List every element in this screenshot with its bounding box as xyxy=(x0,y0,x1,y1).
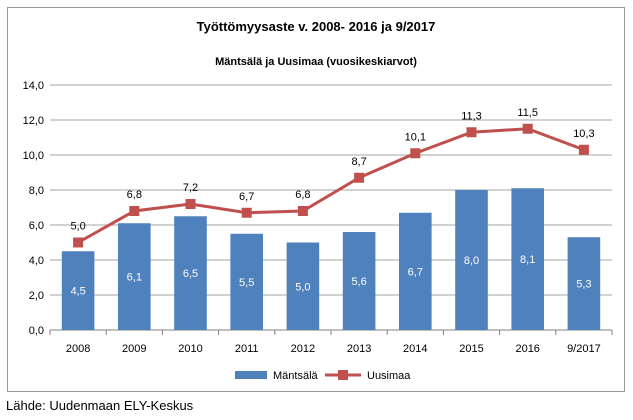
legend-label-uusimaa: Uusimaa xyxy=(367,370,411,382)
line-marker xyxy=(354,172,365,183)
bar xyxy=(399,212,432,330)
line-marker xyxy=(466,127,477,138)
x-tick-label: 2016 xyxy=(515,343,539,355)
line-marker xyxy=(297,206,308,216)
bar-data-label: 8,1 xyxy=(520,254,535,266)
legend-label-mantsala: Mäntsälä xyxy=(273,370,319,382)
x-tick-label: 2012 xyxy=(291,343,315,355)
line-data-label: 6,7 xyxy=(239,191,254,203)
line-data-label: 8,7 xyxy=(351,156,366,168)
bar-data-label: 5,0 xyxy=(295,281,310,293)
bar xyxy=(567,237,601,330)
x-tick-label: 2010 xyxy=(178,343,202,355)
line-marker xyxy=(410,148,421,159)
y-tick-label: 10,0 xyxy=(23,150,44,162)
bar-data-label: 6,1 xyxy=(127,272,142,284)
x-tick-label: 2014 xyxy=(403,343,427,355)
line-data-label: 7,2 xyxy=(183,182,198,194)
y-tick-label: 4,0 xyxy=(29,255,44,267)
legend-swatch-mantsala xyxy=(235,371,267,379)
line-data-label: 5,0 xyxy=(70,221,85,233)
line-data-label: 11,5 xyxy=(517,107,538,119)
bar xyxy=(174,216,207,330)
y-tick-label: 6,0 xyxy=(29,220,44,232)
line-marker xyxy=(73,237,84,248)
bar-data-label: 8,0 xyxy=(464,255,479,267)
x-tick-label: 2008 xyxy=(66,343,90,355)
y-tick-label: 0,0 xyxy=(29,325,44,337)
y-tick-label: 8,0 xyxy=(29,185,44,197)
bar-data-label: 6,5 xyxy=(183,268,198,280)
x-tick-label: 2015 xyxy=(459,343,483,355)
x-tick-label: 9/2017 xyxy=(567,343,601,355)
chart-subtitle: Mäntsälä ja Uusimaa (vuosikeskiarvot) xyxy=(215,56,417,68)
x-tick-label: 2013 xyxy=(347,343,371,355)
line-marker xyxy=(129,206,140,216)
source-note: Lähde: Uudenmaan ELY-Keskus xyxy=(6,398,194,413)
bar-data-label: 5,3 xyxy=(576,279,591,291)
line-marker xyxy=(185,199,196,209)
line-data-label: 10,1 xyxy=(405,131,426,143)
line-data-label: 6,8 xyxy=(127,189,142,201)
bar xyxy=(342,232,376,330)
line-data-label: 6,8 xyxy=(295,189,310,201)
line-marker xyxy=(241,207,252,218)
line-series-uusimaa xyxy=(77,127,585,244)
bar xyxy=(511,188,544,330)
bar xyxy=(286,242,320,330)
bar xyxy=(455,190,488,330)
line-data-label: 11,3 xyxy=(461,110,482,122)
bar xyxy=(61,251,95,330)
bar-data-label: 6,7 xyxy=(408,266,423,278)
legend-marker-uusimaa xyxy=(338,370,348,380)
bar-data-label: 5,6 xyxy=(351,276,366,288)
y-tick-label: 2,0 xyxy=(29,290,44,302)
bar xyxy=(230,233,263,330)
line-marker xyxy=(522,123,533,134)
y-tick-label: 14,0 xyxy=(23,80,44,92)
bar-data-label: 4,5 xyxy=(70,286,85,298)
line-marker xyxy=(578,144,589,155)
x-tick-label: 2009 xyxy=(122,343,146,355)
chart-title: Työttömyysaste v. 2008- 2016 ja 9/2017 xyxy=(197,19,436,34)
line-data-label: 10,3 xyxy=(573,128,594,140)
bar xyxy=(118,223,151,330)
y-tick-label: 12,0 xyxy=(23,115,44,127)
chart-svg: Työttömyysaste v. 2008- 2016 ja 9/2017 Mä… xyxy=(23,19,613,382)
x-tick-label: 2011 xyxy=(235,343,259,355)
bar-data-label: 5,5 xyxy=(239,277,254,289)
